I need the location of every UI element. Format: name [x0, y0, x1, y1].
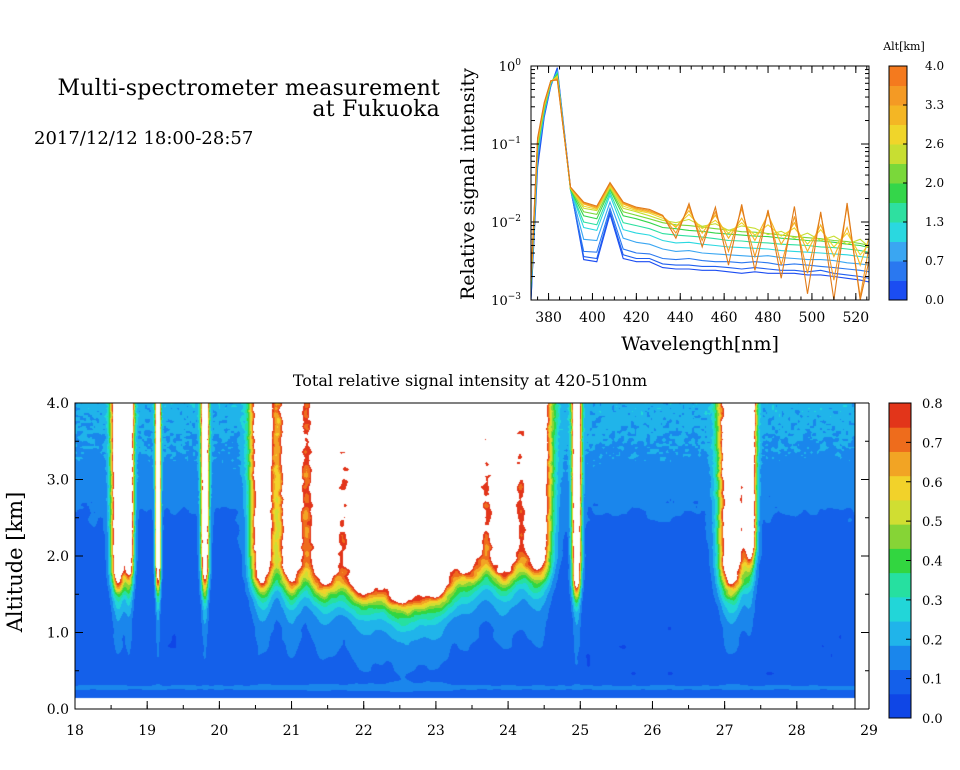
- heatmap-x-tick-label-1: 19: [138, 723, 156, 739]
- altitude-colorbar-cell-2: [889, 241, 907, 262]
- spectrum-plot-frame: [530, 65, 870, 301]
- spectrum-chart: 380 400 420 440 460 480 500 520 100 10−1 10−2 10−3…: [457, 58, 870, 355]
- altitude-colorbar-cell-0: [889, 280, 907, 301]
- altitude-colorbar-cell-11: [889, 66, 907, 86]
- intensity-colorbar-tick-label-0: 0.8: [922, 397, 943, 412]
- spectrum-lines: [531, 67, 869, 300]
- figure-title-line-1: Multi-spectrometer measurement: [57, 76, 440, 101]
- intensity-colorbar-tick-label-1: 0.7: [922, 436, 943, 451]
- altitude-colorbar-tick-label-1: 3.3: [925, 98, 944, 112]
- heatmap-title: Total relative signal intensity at 420-5…: [293, 371, 647, 390]
- altitude-colorbar-cell-9: [889, 105, 907, 125]
- spectrum-y-tick-label-2: 10−2: [491, 214, 521, 231]
- intensity-colorbar-tick-label-8: 0.0: [922, 712, 943, 727]
- spectrum-series-0: [531, 67, 869, 300]
- altitude-colorbar: Alt[km] 4.0 3.3 2.6 2.0 1.3 0.7 0.0: [882, 40, 944, 307]
- intensity-colorbar-tick-label-4: 0.4: [922, 555, 943, 570]
- altitude-colorbar-cell-10: [889, 85, 907, 106]
- intensity-colorbar-cell-4: [889, 596, 911, 622]
- spectrum-series-12: [531, 79, 869, 300]
- spectrum-x-axis: 380 400 420 440 460 480 500 520: [535, 66, 869, 326]
- heatmap-x-axis: 18 19 20 21 22 23 24 25 26 27 28 29: [66, 701, 878, 739]
- spectrum-x-tick-label-3: 440: [667, 310, 694, 326]
- spectrum-series-1: [531, 69, 869, 300]
- intensity-colorbar-cell-2: [889, 645, 911, 671]
- spectrum-x-tick-label-5: 480: [755, 310, 782, 326]
- spectrum-x-tick-label-0: 380: [535, 310, 562, 326]
- intensity-colorbar-cell-10: [889, 451, 911, 477]
- altitude-colorbar-cell-1: [889, 261, 907, 281]
- figure-title-line-2: at Fukuoka: [312, 97, 440, 122]
- heatmap-y-axis-label: Altitude [km]: [3, 492, 27, 634]
- altitude-colorbar-label: Alt[km]: [882, 40, 925, 53]
- altitude-colorbar-cell-8: [889, 124, 907, 145]
- intensity-colorbar-tick-label-5: 0.3: [922, 594, 943, 609]
- altitude-colorbar-cell-3: [889, 222, 907, 242]
- altitude-colorbar-cell-4: [889, 202, 907, 223]
- spectrum-x-axis-label: Wavelength[nm]: [621, 333, 779, 355]
- spectrum-x-tick-label-6: 500: [799, 310, 826, 326]
- spectrum-series-4: [531, 71, 869, 289]
- spectrum-y-tick-label-0: 100: [499, 58, 522, 75]
- heatmap-x-tick-label-8: 26: [644, 723, 662, 739]
- intensity-colorbar: 0.8 0.7 0.6 0.5 0.4 0.3 0.2 0.1 0.0: [888, 397, 943, 727]
- heatmap-x-tick-label-2: 20: [210, 723, 228, 739]
- heatmap-image: [75, 403, 855, 709]
- spectrum-series-2: [531, 68, 869, 294]
- intensity-colorbar-cell-0: [889, 693, 911, 719]
- altitude-colorbar-tick-label-0: 4.0: [925, 59, 944, 73]
- spectrum-series-5: [531, 72, 869, 287]
- intensity-colorbar-cell-3: [889, 621, 911, 646]
- intensity-heatmap: Total relative signal intensity at 420-5…: [3, 371, 878, 739]
- intensity-colorbar-cell-12: [889, 403, 911, 428]
- altitude-colorbar-tick-label-6: 0.0: [925, 293, 944, 307]
- heatmap-y-tick-label-4: 4.0: [47, 396, 69, 412]
- spectrum-series-3: [531, 69, 869, 292]
- spectrum-x-tick-label-1: 400: [579, 310, 606, 326]
- heatmap-y-tick-label-2: 2.0: [47, 549, 69, 565]
- altitude-colorbar-cell-5: [889, 183, 907, 203]
- spectrum-series-11: [531, 78, 869, 297]
- intensity-colorbar-cell-11: [889, 427, 911, 452]
- intensity-colorbar-cell-1: [889, 669, 911, 695]
- altitude-colorbar-tick-label-5: 0.7: [925, 254, 944, 268]
- heatmap-y-tick-label-3: 3.0: [47, 473, 69, 489]
- intensity-colorbar-cell-8: [889, 499, 911, 525]
- intensity-colorbar-cell-5: [889, 572, 911, 598]
- altitude-colorbar-tick-label-4: 1.3: [925, 215, 944, 229]
- heatmap-x-tick-label-6: 24: [499, 723, 517, 739]
- intensity-colorbar-tick-label-7: 0.1: [922, 673, 943, 688]
- heatmap-y-tick-label-0: 0.0: [47, 702, 69, 718]
- heatmap-x-tick-label-10: 28: [788, 723, 806, 739]
- intensity-colorbar-tick-label-6: 0.2: [922, 633, 943, 648]
- spectrum-x-tick-label-7: 520: [842, 310, 869, 326]
- spectrum-x-tick-label-4: 460: [711, 310, 738, 326]
- intensity-colorbar-tick-label-2: 0.6: [922, 476, 943, 491]
- heatmap-x-tick-label-0: 18: [66, 723, 84, 739]
- spectrum-y-tick-label-3: 10−3: [491, 292, 521, 309]
- heatmap-y-tick-label-1: 1.0: [47, 626, 69, 642]
- heatmap-x-tick-label-3: 21: [283, 723, 301, 739]
- spectrum-y-tick-label-1: 10−1: [491, 136, 521, 153]
- altitude-colorbar-tick-label-3: 2.0: [925, 176, 944, 190]
- intensity-colorbar-cell-7: [889, 524, 911, 549]
- intensity-colorbar-cell-9: [889, 475, 911, 501]
- altitude-colorbar-tick-label-2: 2.6: [925, 137, 944, 151]
- heatmap-y-axis: 0.0 1.0 2.0 3.0 4.0: [47, 396, 869, 718]
- spectrum-x-tick-label-2: 420: [623, 310, 650, 326]
- heatmap-x-tick-label-7: 25: [571, 723, 589, 739]
- heatmap-x-tick-label-5: 23: [427, 723, 445, 739]
- intensity-colorbar-cell-6: [889, 548, 911, 574]
- heatmap-x-tick-label-9: 27: [716, 723, 734, 739]
- heatmap-x-tick-label-4: 22: [355, 723, 373, 739]
- measurement-time-range: 2017/12/12 18:00-28:57: [34, 128, 254, 149]
- intensity-colorbar-tick-label-3: 0.5: [922, 515, 943, 530]
- altitude-colorbar-cell-6: [889, 163, 907, 184]
- heatmap-x-tick-label-11: 29: [860, 723, 878, 739]
- spectrum-y-axis: 100 10−1 10−2 10−3: [491, 58, 869, 309]
- altitude-colorbar-cell-7: [889, 144, 907, 164]
- spectrum-y-axis-label: Relative signal intensity: [457, 68, 479, 300]
